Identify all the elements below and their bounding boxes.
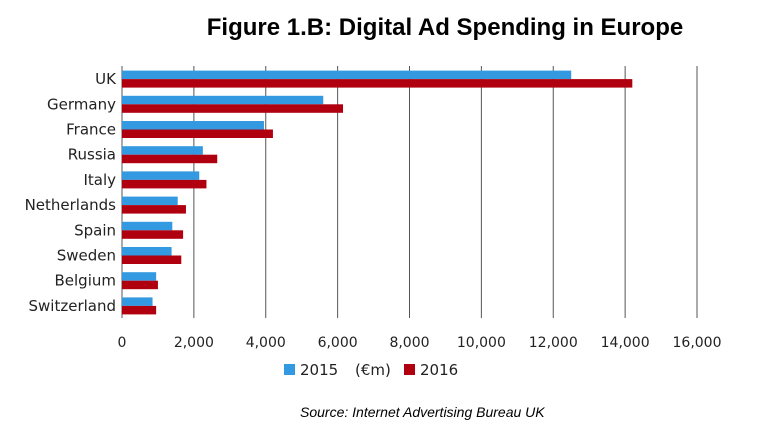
- category-label: Italy: [83, 171, 116, 189]
- bar-2015-italy: [122, 171, 200, 180]
- category-label: Switzerland: [29, 297, 117, 315]
- legend-label-2015: 2015: [300, 361, 338, 379]
- bar-2015-belgium: [122, 272, 157, 281]
- bar-2015-russia: [122, 146, 203, 155]
- x-tick-label: 2,000: [174, 335, 214, 351]
- category-label: Netherlands: [25, 196, 117, 214]
- x-tick-label: 10,000: [457, 335, 506, 351]
- category-label: Sweden: [57, 247, 116, 265]
- x-tick-label: 0: [118, 335, 127, 351]
- bar-2015-germany: [122, 95, 324, 105]
- bar-2015-switzerland: [122, 297, 153, 306]
- bar-2016-russia: [122, 154, 218, 164]
- chart-title: Figure 1.B: Digital Ad Spending in Europ…: [206, 14, 684, 41]
- bar-2016-uk: [122, 79, 633, 88]
- legend-swatch-2015: [284, 364, 295, 375]
- bar-2015-sweden: [122, 247, 172, 256]
- bar-2016-italy: [122, 179, 207, 189]
- bar-2016-germany: [122, 104, 344, 113]
- category-label: France: [66, 121, 116, 139]
- x-tick-labels: 0 2,000 4,000 6,000 8,000 10,000 12,000 14,000 1…: [118, 335, 722, 351]
- x-tick-label: 4,000: [246, 335, 286, 351]
- legend-unit-label: (€m): [355, 361, 391, 379]
- category-labels: UK Germany France Russia Italy Netherlands Spa…: [25, 70, 118, 315]
- x-tick-label: 14,000: [601, 335, 650, 351]
- source-note: Source: Internet Advertising Bureau UK: [300, 404, 545, 420]
- x-tick-label: 6,000: [318, 335, 358, 351]
- category-label: Spain: [74, 221, 116, 239]
- bar-2016-spain: [122, 230, 184, 239]
- bars: [122, 70, 633, 315]
- category-label: UK: [95, 70, 117, 88]
- bar-2016-netherlands: [122, 205, 186, 214]
- legend: 2015 (€m) 2016: [284, 361, 458, 379]
- bar-2016-france: [122, 129, 273, 138]
- legend-swatch-2016: [404, 364, 415, 375]
- bar-2016-belgium: [122, 280, 158, 290]
- bar-2016-switzerland: [122, 305, 157, 315]
- bar-2015-spain: [122, 221, 173, 231]
- legend-label-2016: 2016: [420, 361, 458, 379]
- x-tick-label: 8,000: [389, 335, 429, 351]
- bar-2015-netherlands: [122, 196, 178, 206]
- bar-2015-france: [122, 121, 264, 130]
- category-label: Belgium: [55, 272, 117, 290]
- x-tick-label: 16,000: [673, 335, 722, 351]
- category-label: Germany: [47, 95, 116, 113]
- bar-2016-sweden: [122, 255, 182, 264]
- x-tick-label: 12,000: [529, 335, 578, 351]
- category-label: Russia: [68, 146, 116, 164]
- bar-2015-uk: [122, 70, 572, 80]
